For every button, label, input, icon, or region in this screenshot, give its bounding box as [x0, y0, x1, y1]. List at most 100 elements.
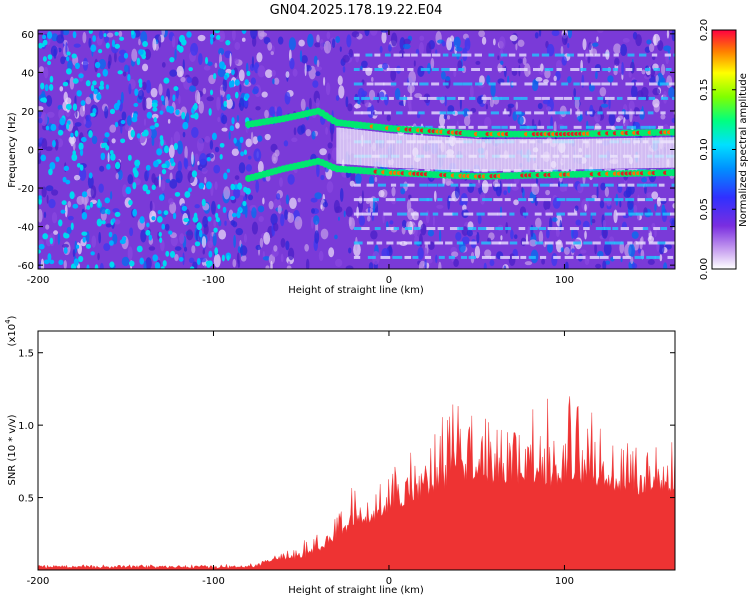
spectrogram-stripe	[534, 96, 542, 100]
spectrogram-texture	[361, 90, 368, 97]
spectrogram-texture	[239, 97, 245, 111]
spectrogram-center-region	[504, 139, 509, 171]
spectrogram-speckle	[175, 109, 180, 116]
spectrogram-texture	[551, 253, 558, 267]
spectrogram-center-region	[669, 137, 674, 168]
spectrogram-texture	[62, 30, 70, 36]
spectrogram-speckle	[236, 210, 241, 219]
spectrogram-speckle	[52, 139, 56, 148]
spectrogram-texture	[105, 223, 112, 228]
spectrogram-stripe	[362, 212, 371, 216]
snr-panel: -200 -100 0 100 0.5 1.0 1.5 Height of straigh…	[4, 315, 676, 596]
spectrogram-stripe	[500, 96, 510, 100]
spectrogram-texture	[596, 36, 599, 42]
spectrogram-center-region	[406, 134, 411, 169]
spectrogram-speckle	[208, 250, 213, 258]
spectrogram-stripe	[658, 183, 665, 187]
spectrogram-speckle	[139, 216, 145, 224]
spectrogram-stripe	[618, 111, 625, 115]
spectrogram-texture	[106, 32, 114, 38]
spectrogram-texture	[74, 240, 78, 254]
snr-x-tick-label: 100	[555, 576, 574, 587]
spectrogram-texture	[285, 240, 290, 251]
spectrogram-stripe	[565, 241, 575, 245]
spectrogram-speckle	[80, 136, 87, 143]
spectrogram-texture	[647, 259, 655, 265]
spectrogram-speckle	[159, 237, 163, 243]
spectrogram-speckle	[201, 198, 206, 207]
spectrogram-speckle	[225, 39, 231, 46]
spectrogram-speckle	[49, 259, 55, 265]
spectrogram-center-region	[627, 137, 632, 169]
spectrogram-texture	[287, 211, 291, 220]
spectrogram-speckle	[120, 138, 126, 144]
spectrogram-texture	[114, 219, 121, 225]
spectrogram-stripe	[660, 96, 669, 100]
spectrogram-speckle	[216, 35, 221, 40]
spectrogram-stripe	[411, 53, 418, 57]
spectrogram-stripe	[597, 96, 604, 100]
spectrogram-texture	[67, 215, 74, 221]
spectrogram-speckle	[169, 157, 175, 164]
spectrogram-stripe	[559, 183, 568, 187]
spectrogram-stripe	[442, 82, 449, 86]
spectrogram-texture	[328, 247, 335, 258]
colorbar-tick-label: 0.00	[699, 258, 710, 280]
spectrogram-speckle	[65, 68, 72, 75]
spectrogram-center-region	[655, 137, 660, 168]
spectrogram-stripe	[490, 111, 499, 115]
spectrogram-texture	[88, 37, 92, 48]
spectrogram-stripe	[648, 96, 656, 100]
spectrogram-center-region	[374, 131, 379, 167]
spectrogram-stripe	[567, 212, 578, 216]
spectrogram-texture	[270, 213, 278, 226]
spectrogram-stripe	[380, 96, 388, 100]
spectrogram-stripe	[580, 212, 587, 216]
spectrogram-stripe	[443, 212, 454, 216]
spectrogram-speckle	[188, 67, 193, 72]
spectrogram-texture	[625, 185, 632, 198]
spectrogram-speckle	[81, 211, 88, 220]
spectrogram-x-axis-label: Height of straight line (km)	[288, 285, 424, 296]
spectrogram-texture	[180, 76, 186, 83]
spectrogram-stripe	[573, 241, 582, 245]
spectrogram-texture	[230, 219, 236, 226]
spectrogram-texture	[286, 265, 292, 269]
spectrogram-speckle	[179, 34, 185, 43]
spectrogram-stripe	[361, 96, 370, 100]
spectrogram-stripe	[497, 212, 507, 216]
snr-y-ticks: 0.5 1.0 1.5	[18, 349, 675, 505]
spectrogram-stripe	[625, 111, 635, 115]
spectrogram-stripe	[491, 241, 502, 245]
spectrogram-texture	[158, 83, 163, 96]
spectrogram-stripe	[537, 125, 545, 129]
spectrogram-texture	[40, 258, 45, 269]
spectrogram-center-region	[634, 137, 639, 169]
spectrogram-stripe	[384, 53, 391, 57]
spectrogram-speckle	[74, 130, 79, 137]
spectrogram-stripe	[397, 212, 407, 216]
spectrogram-texture	[574, 205, 579, 211]
spectrogram-stripe	[475, 82, 483, 86]
spectrogram-center-region	[353, 129, 358, 166]
spectrogram-center-region	[624, 138, 629, 169]
spectrogram-stripe	[518, 227, 526, 231]
spectrogram-texture	[615, 117, 621, 123]
spectrogram-center-region	[441, 136, 446, 170]
spectrogram-stripe	[660, 111, 666, 115]
spectrogram-texture	[666, 75, 673, 89]
spectrogram-x-tick-label: 0	[386, 275, 392, 286]
spectrogram-texture	[213, 253, 221, 268]
spectrogram-texture	[284, 91, 291, 105]
spectrogram-texture	[38, 117, 43, 124]
colorbar: 0.00 0.05 0.10 0.15 0.20 Normalized spectral…	[699, 19, 749, 280]
spectrogram-speckle	[230, 196, 236, 201]
spectrogram-texture	[199, 153, 207, 166]
spectrogram-stripe	[434, 241, 444, 245]
snr-x-tick-label: -200	[27, 576, 50, 587]
spectrogram-stripe	[584, 169, 594, 173]
spectrogram-speckle	[104, 132, 110, 138]
spectrogram-texture	[561, 32, 568, 46]
spectrogram-texture	[65, 42, 68, 55]
spectrogram-texture	[188, 257, 195, 264]
